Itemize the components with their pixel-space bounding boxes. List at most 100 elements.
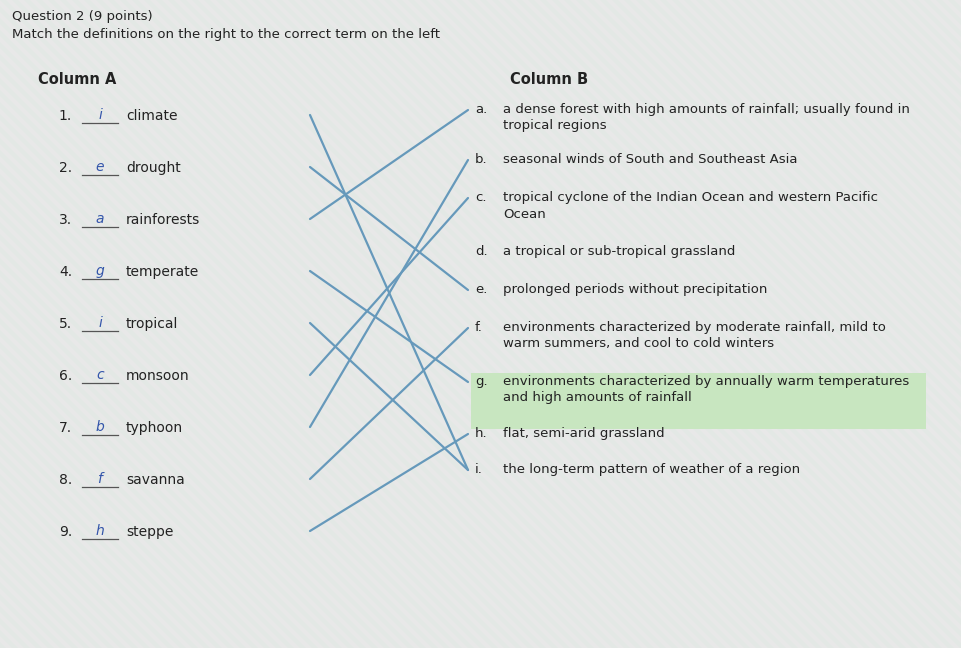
Polygon shape	[0, 0, 390, 648]
Polygon shape	[948, 0, 961, 648]
Polygon shape	[744, 0, 961, 648]
Polygon shape	[516, 0, 961, 648]
Polygon shape	[12, 0, 666, 648]
Polygon shape	[108, 0, 762, 648]
Text: i.: i.	[475, 463, 482, 476]
Polygon shape	[408, 0, 961, 648]
Polygon shape	[0, 0, 54, 648]
Polygon shape	[324, 0, 961, 648]
Polygon shape	[0, 0, 414, 648]
Polygon shape	[0, 0, 258, 648]
Text: e: e	[96, 160, 104, 174]
Polygon shape	[780, 0, 961, 648]
Polygon shape	[672, 0, 961, 648]
Text: 7.: 7.	[59, 421, 72, 435]
Text: b: b	[96, 420, 105, 434]
Polygon shape	[192, 0, 846, 648]
Text: temperate: temperate	[126, 265, 199, 279]
Polygon shape	[912, 0, 961, 648]
Polygon shape	[0, 0, 510, 648]
Polygon shape	[300, 0, 954, 648]
Text: 3.: 3.	[59, 213, 72, 227]
Polygon shape	[0, 0, 426, 648]
Polygon shape	[624, 0, 961, 648]
Polygon shape	[888, 0, 961, 648]
Polygon shape	[504, 0, 961, 648]
Polygon shape	[168, 0, 822, 648]
Polygon shape	[432, 0, 961, 648]
Polygon shape	[708, 0, 961, 648]
Polygon shape	[696, 0, 961, 648]
FancyBboxPatch shape	[471, 373, 926, 429]
Text: tropical cyclone of the Indian Ocean and western Pacific
Ocean: tropical cyclone of the Indian Ocean and…	[503, 191, 878, 220]
Polygon shape	[0, 0, 114, 648]
Polygon shape	[0, 0, 306, 648]
Polygon shape	[0, 0, 630, 648]
Polygon shape	[0, 0, 546, 648]
Polygon shape	[0, 0, 294, 648]
Text: monsoon: monsoon	[126, 369, 189, 383]
Polygon shape	[540, 0, 961, 648]
Polygon shape	[0, 0, 402, 648]
Text: environments characterized by moderate rainfall, mild to
warm summers, and cool : environments characterized by moderate r…	[503, 321, 886, 351]
Polygon shape	[720, 0, 961, 648]
Text: e.: e.	[475, 283, 487, 296]
Polygon shape	[48, 0, 702, 648]
Text: a.: a.	[475, 103, 487, 116]
Polygon shape	[900, 0, 961, 648]
Text: c: c	[96, 368, 104, 382]
Polygon shape	[252, 0, 906, 648]
Text: savanna: savanna	[126, 473, 185, 487]
Polygon shape	[0, 0, 246, 648]
Polygon shape	[0, 0, 282, 648]
Text: 9.: 9.	[59, 525, 72, 539]
Text: Question 2 (9 points): Question 2 (9 points)	[12, 10, 153, 23]
Text: the long-term pattern of weather of a region: the long-term pattern of weather of a re…	[503, 463, 801, 476]
Text: 2.: 2.	[59, 161, 72, 175]
Text: flat, semi-arid grassland: flat, semi-arid grassland	[503, 427, 665, 440]
Polygon shape	[0, 0, 462, 648]
Polygon shape	[0, 0, 270, 648]
Text: 6.: 6.	[59, 369, 72, 383]
Text: a dense forest with high amounts of rainfall; usually found in
tropical regions: a dense forest with high amounts of rain…	[503, 103, 910, 132]
Polygon shape	[456, 0, 961, 648]
Polygon shape	[180, 0, 834, 648]
Polygon shape	[588, 0, 961, 648]
Polygon shape	[72, 0, 726, 648]
Text: i: i	[98, 316, 102, 330]
Polygon shape	[0, 0, 342, 648]
Polygon shape	[648, 0, 961, 648]
Text: environments characterized by annually warm temperatures
and high amounts of rai: environments characterized by annually w…	[503, 375, 909, 404]
Text: 8.: 8.	[59, 473, 72, 487]
Polygon shape	[960, 0, 961, 648]
Polygon shape	[816, 0, 961, 648]
Polygon shape	[804, 0, 961, 648]
Text: b.: b.	[475, 153, 487, 166]
Polygon shape	[144, 0, 798, 648]
Polygon shape	[0, 0, 222, 648]
Polygon shape	[444, 0, 961, 648]
Polygon shape	[480, 0, 961, 648]
Polygon shape	[0, 0, 534, 648]
Polygon shape	[0, 0, 18, 648]
Polygon shape	[240, 0, 894, 648]
Polygon shape	[840, 0, 961, 648]
Text: f: f	[98, 472, 103, 486]
Polygon shape	[348, 0, 961, 648]
Polygon shape	[0, 0, 174, 648]
Polygon shape	[132, 0, 786, 648]
Polygon shape	[528, 0, 961, 648]
Polygon shape	[0, 0, 318, 648]
Polygon shape	[0, 0, 654, 648]
Polygon shape	[156, 0, 810, 648]
Polygon shape	[0, 0, 438, 648]
Text: c.: c.	[475, 191, 486, 204]
Text: Column B: Column B	[510, 72, 588, 87]
Polygon shape	[216, 0, 870, 648]
Polygon shape	[0, 0, 366, 648]
Polygon shape	[876, 0, 961, 648]
Polygon shape	[0, 0, 66, 648]
Polygon shape	[0, 0, 450, 648]
Polygon shape	[636, 0, 961, 648]
Text: g: g	[96, 264, 105, 278]
